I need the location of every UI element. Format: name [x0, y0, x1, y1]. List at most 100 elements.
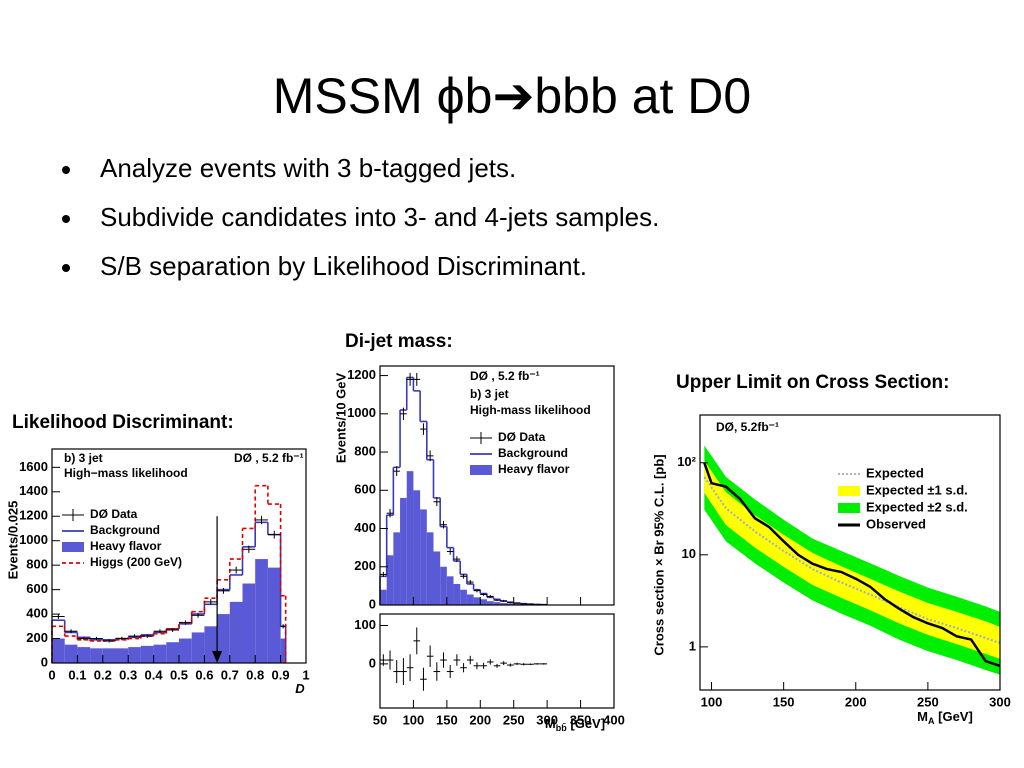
histogram-bar [191, 632, 205, 663]
x-tick-label: 250 [917, 694, 939, 709]
residual-point [513, 662, 521, 666]
x-tick-label: 400 [603, 712, 625, 727]
x-axis-label-part: [GeV] [935, 709, 973, 724]
data-point [500, 599, 508, 602]
data-point [440, 520, 447, 529]
x-tick-label: 250 [503, 712, 525, 727]
data-point [386, 509, 394, 518]
plot-frame [699, 414, 1001, 691]
legend-label: Background [498, 446, 568, 460]
data-point [280, 624, 286, 629]
residual-point [400, 658, 407, 685]
residual-point [440, 652, 447, 668]
x-axis-label-part: A [928, 716, 935, 726]
y-tick-label: 10² [677, 454, 696, 469]
data-point [507, 602, 514, 604]
y-tick-label: 1000 [19, 532, 48, 547]
data-point [446, 548, 454, 555]
figure: Likelihood Discriminant:0200400600800100… [5, 412, 309, 696]
bullet-dot [62, 264, 70, 272]
data-point [52, 614, 65, 619]
legend-label: Expected [866, 465, 924, 480]
data-point [115, 636, 129, 641]
data-point [255, 515, 268, 525]
residual-point [500, 661, 508, 666]
y-tick-label: 600 [26, 581, 48, 596]
legend-box [470, 465, 492, 475]
bullet-dot [62, 215, 70, 223]
y-axis-label: Events/0.025 [5, 501, 20, 580]
limit-band [704, 460, 1000, 659]
data-point [413, 372, 421, 386]
residual-point [520, 663, 528, 666]
x-axis-label-part: bb̄ [556, 723, 567, 733]
residual-point [466, 655, 474, 665]
histogram-bar [406, 471, 414, 605]
histogram-bar [242, 583, 256, 663]
data-point [128, 634, 141, 638]
y-tick-label: 1400 [19, 483, 48, 498]
residual-frame [379, 613, 615, 709]
data-point [406, 372, 414, 386]
bullet-dot [62, 166, 70, 174]
data-point [90, 636, 103, 641]
legend-box [838, 503, 860, 513]
histogram-bar [64, 644, 78, 663]
data-point [473, 588, 481, 593]
data-point [453, 556, 461, 562]
data-point [153, 629, 167, 634]
data-point [420, 423, 427, 435]
x-tick-label: 300 [989, 694, 1011, 709]
x-axis-label-part: M [545, 716, 556, 731]
legend-label: Expected ±1 s.d. [866, 482, 968, 497]
y-axis-label: Events/10 GeV [333, 373, 348, 464]
data-point [466, 579, 474, 585]
x-tick-label: 300 [536, 712, 558, 727]
data-point [242, 545, 256, 553]
legend-label: Higgs (200 GeV) [90, 555, 182, 569]
legend-label: DØ Data [498, 430, 546, 444]
histogram-bar [393, 532, 401, 605]
x-tick-label: 0.5 [170, 667, 188, 682]
legend-label: DØ Data [90, 507, 138, 521]
residual-point [406, 654, 414, 682]
x-tick-label: 200 [469, 712, 491, 727]
residual-point [420, 667, 427, 691]
bullet-text: Subdivide candidates into 3- and 4-jets … [100, 202, 659, 232]
legend-swatch [470, 465, 492, 475]
annotation: b) 3 jet [470, 387, 509, 401]
annotation: High−mass likelihood [64, 466, 188, 480]
legend-swatch [62, 542, 84, 552]
x-axis-label-part: D [295, 681, 305, 696]
histogram-bar [255, 559, 268, 663]
histogram-bar [140, 645, 154, 663]
histogram-bar [267, 567, 281, 663]
annotation: DØ , 5.2 fb⁻¹ [234, 451, 304, 465]
x-tick-label: 0.2 [94, 667, 112, 682]
y-tick-label: 400 [354, 520, 376, 535]
residual-point [460, 663, 467, 673]
histogram-bar [420, 509, 427, 605]
histogram-bar [52, 638, 65, 663]
x-tick-label: 1 [302, 667, 309, 682]
y-tick-label: 0 [41, 654, 48, 669]
x-axis-label-part: M [917, 709, 928, 724]
bullet-text: S/B separation by Likelihood Discriminan… [100, 251, 587, 281]
residual-point [486, 659, 494, 665]
data-point [179, 620, 192, 625]
residual-point [393, 660, 401, 684]
y-tick-label: 1200 [19, 508, 48, 523]
data-point [140, 634, 154, 638]
annotation: b) 3 jet [64, 451, 103, 465]
residual-point [480, 662, 487, 669]
x-tick-label: 0.1 [68, 667, 86, 682]
x-tick-label: 0.9 [272, 667, 290, 682]
legend-box [62, 542, 84, 552]
y-axis-label: Cross section × Br 95% C.L. [pb] [651, 454, 666, 655]
histogram-bar [229, 601, 243, 663]
data-point [77, 636, 91, 641]
histogram-bar [166, 642, 179, 663]
residual-point [446, 665, 454, 679]
legend-label: Expected ±2 s.d. [866, 499, 968, 514]
